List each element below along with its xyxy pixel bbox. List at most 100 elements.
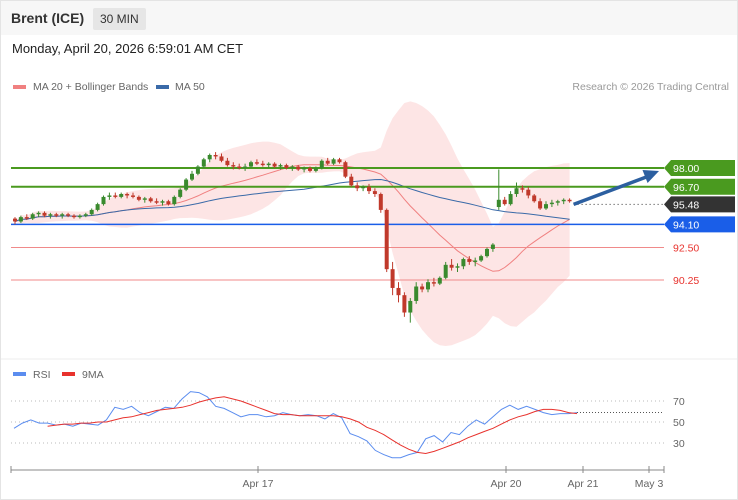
candle-body [402,295,407,313]
level-label-98-00: 98.00 [673,163,699,175]
level-tag-96-70 [664,178,735,195]
candle [119,192,124,199]
candle [142,196,147,203]
candle-body [408,300,413,313]
candle [178,188,183,199]
candle [101,195,106,206]
candle-body [532,195,537,202]
candle-body [131,195,135,197]
candle-body [178,189,183,197]
candle [284,163,289,170]
candle [249,160,253,168]
candle-body [343,162,348,177]
candle [461,257,466,270]
rsi-tick-50: 50 [673,417,685,429]
candle [278,163,283,170]
time-tick-label: Apr 21 [568,478,599,490]
candle [526,186,531,199]
candle [514,182,519,197]
candle-body [184,179,189,190]
candle [290,165,295,171]
legend-swatch-9ma [62,372,75,376]
candle-body [555,201,560,203]
candle-body [249,162,253,167]
candle-body [420,286,425,290]
candle [195,165,200,176]
candle [361,185,366,192]
candle [201,157,206,168]
candle [60,212,65,219]
candle [254,159,259,166]
candle-body [95,204,100,210]
chart-timestamp: Monday, April 20, 2026 6:59:01 AM CET [12,41,244,56]
candle-body [544,204,548,209]
candle-body [36,212,41,215]
candle-body [296,166,301,170]
bollinger-band-area [15,101,570,347]
candle [83,212,88,218]
candle-body [18,217,23,222]
rsi-line [13,391,578,459]
candle [567,198,572,203]
candle [520,185,525,193]
candle-body [42,212,47,216]
candle-body [384,209,389,270]
candle-body [72,215,76,218]
candle-body [160,201,165,203]
candle [544,201,548,210]
candle-body [526,189,531,196]
candle-body [349,176,354,186]
candle [42,211,47,218]
candle [420,283,425,293]
candle-body [254,162,259,164]
candle [125,192,130,199]
candle-body [48,214,53,216]
candle-body [473,260,478,262]
candle [532,194,537,203]
candle-body [331,159,336,164]
candle [343,160,348,179]
level-label-95-48: 95.48 [673,199,699,211]
candle-body [195,166,200,174]
candle-body [390,269,395,288]
candle-body [125,194,130,196]
candle [166,199,171,206]
timeframe-button[interactable]: 30 MIN [93,8,146,30]
candle [219,153,224,163]
level-tag-94-10 [664,216,735,233]
level-label-90-25: 90.25 [673,275,699,287]
candle [260,160,265,167]
candle [131,192,135,199]
candle [437,276,442,286]
candle [18,215,23,223]
candle [308,166,312,173]
candle [467,256,472,265]
candle-body [154,201,159,203]
candle-body [207,154,212,160]
candle [449,259,454,271]
candle [367,183,371,195]
candle-body [567,199,572,202]
candle-body [508,194,513,205]
candle-body [367,186,371,192]
rsi-9ma-line [47,396,578,455]
candle-body [396,287,401,296]
level-tag-95-48 [664,196,735,213]
legend-swatch-ma20 [13,85,26,89]
forecast-arrow-head [642,169,659,183]
level-label-94-10: 94.10 [673,219,699,231]
candle-body [113,195,118,197]
level-label-96-70: 96.70 [673,182,699,194]
bollinger-bands [15,101,570,347]
candle-body [284,165,289,168]
candle [136,195,141,202]
candle [390,261,395,296]
candle-body [461,259,466,267]
research-credit: Research © 2026 Trading Central [572,81,729,93]
candle [319,159,324,170]
candle [337,157,342,164]
candle-body [30,214,35,219]
candle-body [60,214,65,216]
candle-body [83,214,88,216]
